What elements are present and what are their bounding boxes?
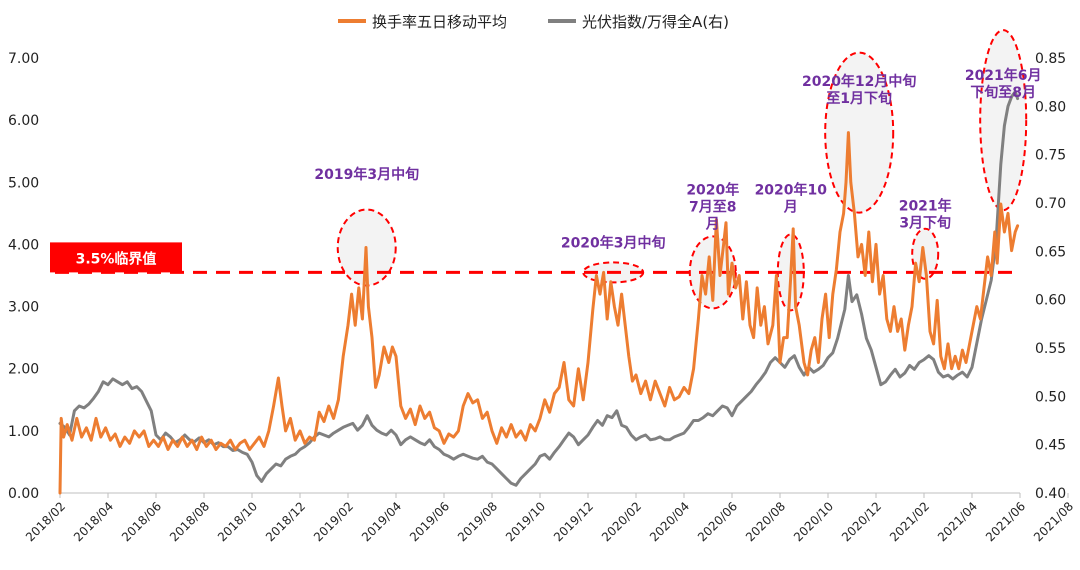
annotation-label: 至1月下旬 (826, 90, 892, 107)
y-right-tick-label: 0.55 (1035, 341, 1066, 357)
legend-label-turnover: 换手率五日移动平均 (372, 13, 507, 31)
x-tick-label: 2020/04 (647, 499, 692, 544)
annotation-label: 2021年 (899, 197, 952, 214)
x-tick-label: 2018/06 (119, 499, 164, 544)
series-line-turnover (58, 131, 1020, 495)
annotation-label: 2021年6月 (965, 67, 1042, 84)
x-tick-label: 2018/08 (167, 499, 212, 544)
x-tick-label: 2018/10 (215, 499, 260, 544)
x-tick-label: 2020/12 (839, 499, 884, 544)
y-left-tick-label: 0.00 (8, 486, 39, 502)
y-left-tick-label: 5.00 (8, 175, 39, 191)
y-right-tick-label: 0.80 (1035, 99, 1066, 115)
x-tick-label: 2020/02 (599, 499, 644, 544)
x-tick-label: 2021/02 (887, 499, 932, 544)
threshold: 3.5%临界值 (50, 242, 1020, 274)
x-tick-label: 2019/12 (551, 499, 596, 544)
highlight-ellipse (824, 51, 895, 214)
annotation-label: 2020年12月中旬 (802, 73, 916, 90)
x-tick-label: 2019/04 (359, 499, 404, 544)
annotations: 2019年3月中旬2020年3月中旬2020年7月至8月2020年10月2020… (314, 67, 1041, 252)
annotation-label: 7月至8 (689, 200, 736, 216)
y-right-tick-label: 0.50 (1035, 389, 1066, 405)
x-tick-label: 2019/06 (407, 499, 452, 544)
annotation-label: 3月下旬 (899, 214, 951, 231)
y-axis-right: 0.40 0.45 0.50 0.55 0.60 0.65 0.70 0.75 0.80 0.85 (1035, 51, 1066, 502)
x-tick-label: 2018/12 (263, 499, 308, 544)
threshold-badge (50, 242, 182, 273)
x-tick-label: 2021/04 (935, 499, 980, 544)
threshold-label: 3.5%临界值 (76, 250, 157, 267)
x-tick-label: 2019/10 (503, 499, 548, 544)
y-left-tick-label: 2.00 (8, 362, 39, 378)
x-axis: 2018/02 2018/04 2018/06 2018/08 2018/10 2018/… (23, 492, 1076, 544)
annotation-label: 下旬至8月 (970, 84, 1036, 101)
y-left-tick-label: 7.00 (8, 51, 39, 67)
y-right-tick-label: 0.65 (1035, 244, 1066, 260)
annotation-label: 2020年3月中旬 (561, 235, 666, 252)
x-tick-label: 2021/08 (1031, 499, 1076, 544)
y-right-tick-label: 0.70 (1035, 196, 1066, 212)
y-right-tick-label: 0.45 (1035, 438, 1066, 454)
x-tick-label: 2018/02 (23, 499, 68, 544)
legend: 换手率五日移动平均 光伏指数/万得全A(右) (338, 13, 729, 31)
annotation-label: 2020年 (686, 182, 739, 199)
y-left-tick-label: 3.00 (8, 300, 39, 316)
y-right-tick-label: 0.60 (1035, 293, 1066, 309)
x-tick-label: 2019/08 (455, 499, 500, 544)
annotation-label: 月 (705, 217, 720, 233)
x-tick-label: 2020/10 (791, 499, 836, 544)
x-tick-label: 2021/06 (983, 499, 1028, 544)
y-left-tick-label: 4.00 (8, 237, 39, 253)
y-axis-left: 0.00 1.00 2.00 3.00 4.00 5.00 6.00 7.00 (8, 51, 39, 502)
y-right-tick-label: 0.40 (1035, 486, 1066, 502)
y-right-tick-label: 0.85 (1035, 51, 1066, 67)
highlight-ellipse (979, 29, 1028, 212)
y-left-tick-label: 1.00 (8, 424, 39, 440)
x-tick-label: 2019/02 (311, 499, 356, 544)
annotation-label: 2020年10 (755, 182, 828, 199)
highlight-ellipses (336, 29, 1028, 312)
annotation-label: 月 (783, 200, 798, 216)
y-left-tick-label: 6.00 (8, 113, 39, 129)
series-lines (58, 90, 1020, 495)
x-tick-label: 2018/04 (71, 499, 116, 544)
legend-label-pv-index: 光伏指数/万得全A(右) (582, 13, 729, 31)
annotation-label: 2019年3月中旬 (314, 166, 419, 183)
x-tick-label: 2020/08 (743, 499, 788, 544)
y-right-tick-label: 0.75 (1035, 148, 1066, 164)
x-tick-label: 2020/06 (695, 499, 740, 544)
